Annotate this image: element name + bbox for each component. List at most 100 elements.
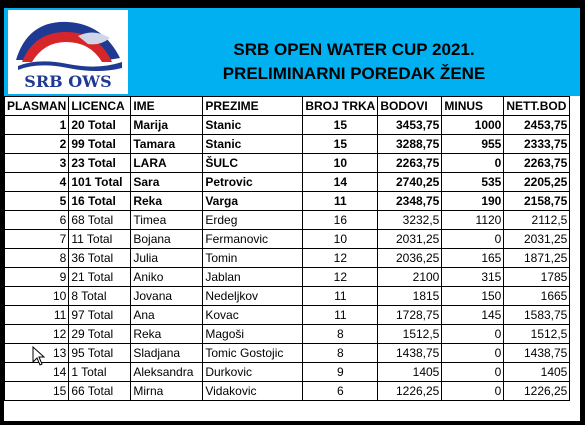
cell-minus[interactable]: 0 [441, 381, 505, 401]
cell-plasman[interactable]: 6 [4, 210, 70, 230]
cell-nett-bod[interactable]: 2333,75 [503, 134, 571, 154]
cell-licenca[interactable]: 68 Total [68, 210, 132, 230]
cell-ime[interactable]: Marija [130, 115, 204, 135]
cell-ime[interactable]: Reka [130, 324, 204, 344]
cell-plasman[interactable]: 8 [4, 248, 70, 268]
col-header-plasman[interactable]: PLASMAN [4, 96, 70, 116]
cell-broj-trka[interactable]: 8 [302, 343, 379, 363]
cell-nett-bod[interactable]: 1438,75 [503, 343, 571, 363]
cell-bodovi[interactable]: 2263,75 [377, 153, 443, 173]
cell-broj-trka[interactable]: 11 [302, 286, 379, 306]
cell-bodovi[interactable]: 2031,25 [377, 229, 443, 249]
cell-bodovi[interactable]: 3453,75 [377, 115, 443, 135]
cell-nett-bod[interactable]: 2205,25 [503, 172, 571, 192]
cell-broj-trka[interactable]: 11 [302, 191, 379, 211]
cell-licenca[interactable]: 66 Total [68, 381, 132, 401]
cell-plasman[interactable]: 10 [4, 286, 70, 306]
cell-prezime[interactable]: Vidakovic [202, 381, 304, 401]
cell-prezime[interactable]: Nedeljkov [202, 286, 304, 306]
cell-nett-bod[interactable]: 1405 [503, 362, 571, 382]
cell-licenca[interactable]: 11 Total [68, 229, 132, 249]
cell-nett-bod[interactable]: 2158,75 [503, 191, 571, 211]
cell-minus[interactable]: 1000 [441, 115, 505, 135]
cell-prezime[interactable]: ŠULC [202, 153, 304, 173]
cell-licenca[interactable]: 21 Total [68, 267, 132, 287]
cell-bodovi[interactable]: 2348,75 [377, 191, 443, 211]
cell-minus[interactable]: 0 [441, 153, 505, 173]
col-header-minus[interactable]: MINUS [441, 96, 505, 116]
cell-nett-bod[interactable]: 2453,75 [503, 115, 571, 135]
cell-minus[interactable]: 0 [441, 343, 505, 363]
cell-broj-trka[interactable]: 14 [302, 172, 379, 192]
cell-broj-trka[interactable]: 10 [302, 229, 379, 249]
cell-bodovi[interactable]: 1512,5 [377, 324, 443, 344]
cell-ime[interactable]: Aniko [130, 267, 204, 287]
cell-minus[interactable]: 150 [441, 286, 505, 306]
cell-minus[interactable]: 315 [441, 267, 505, 287]
cell-nett-bod[interactable]: 2263,75 [503, 153, 571, 173]
cell-broj-trka[interactable]: 10 [302, 153, 379, 173]
cell-ime[interactable]: Jovana [130, 286, 204, 306]
cell-broj-trka[interactable]: 11 [302, 305, 379, 325]
cell-licenca[interactable]: 97 Total [68, 305, 132, 325]
cell-licenca[interactable]: 23 Total [68, 153, 132, 173]
cell-prezime[interactable]: Kovac [202, 305, 304, 325]
cell-licenca[interactable]: 16 Total [68, 191, 132, 211]
cell-prezime[interactable]: Stanic [202, 134, 304, 154]
cell-minus[interactable]: 0 [441, 362, 505, 382]
cell-ime[interactable]: Aleksandra [130, 362, 204, 382]
cell-licenca[interactable]: 8 Total [68, 286, 132, 306]
cell-broj-trka[interactable]: 12 [302, 248, 379, 268]
cell-broj-trka[interactable]: 8 [302, 324, 379, 344]
col-header-prezime[interactable]: PREZIME [202, 96, 304, 116]
cell-ime[interactable]: Reka [130, 191, 204, 211]
cell-broj-trka[interactable]: 15 [302, 115, 379, 135]
cell-licenca[interactable]: 95 Total [68, 343, 132, 363]
cell-broj-trka[interactable]: 6 [302, 381, 379, 401]
cell-nett-bod[interactable]: 2112,5 [503, 210, 571, 230]
cell-plasman[interactable]: 4 [4, 172, 70, 192]
cell-minus[interactable]: 165 [441, 248, 505, 268]
cell-minus[interactable]: 0 [441, 229, 505, 249]
col-header-bodovi[interactable]: BODOVI [377, 96, 443, 116]
cell-bodovi[interactable]: 1438,75 [377, 343, 443, 363]
cell-plasman[interactable]: 15 [4, 381, 70, 401]
cell-bodovi[interactable]: 2100 [377, 267, 443, 287]
cell-nett-bod[interactable]: 1785 [503, 267, 571, 287]
cell-ime[interactable]: Bojana [130, 229, 204, 249]
col-header-ime[interactable]: IME [130, 96, 204, 116]
cell-plasman[interactable]: 5 [4, 191, 70, 211]
cell-bodovi[interactable]: 3288,75 [377, 134, 443, 154]
col-header-licenca[interactable]: LICENCA [68, 96, 132, 116]
cell-broj-trka[interactable]: 9 [302, 362, 379, 382]
cell-bodovi[interactable]: 1226,25 [377, 381, 443, 401]
cell-licenca[interactable]: 99 Total [68, 134, 132, 154]
cell-plasman[interactable]: 11 [4, 305, 70, 325]
col-header-nett-bod[interactable]: NETT.BOD [503, 96, 571, 116]
cell-nett-bod[interactable]: 1665 [503, 286, 571, 306]
cell-prezime[interactable]: Jablan [202, 267, 304, 287]
cell-minus[interactable]: 0 [441, 324, 505, 344]
cell-prezime[interactable]: Petrovic [202, 172, 304, 192]
cell-ime[interactable]: Mirna [130, 381, 204, 401]
cell-bodovi[interactable]: 1405 [377, 362, 443, 382]
cell-plasman[interactable]: 2 [4, 134, 70, 154]
col-header-broj-trka[interactable]: BROJ TRKA [302, 96, 379, 116]
cell-ime[interactable]: Sladjana [130, 343, 204, 363]
cell-nett-bod[interactable]: 1512,5 [503, 324, 571, 344]
cell-ime[interactable]: Sara [130, 172, 204, 192]
cell-broj-trka[interactable]: 16 [302, 210, 379, 230]
cell-minus[interactable]: 190 [441, 191, 505, 211]
cell-prezime[interactable]: Erdeg [202, 210, 304, 230]
cell-ime[interactable]: Tamara [130, 134, 204, 154]
cell-broj-trka[interactable]: 12 [302, 267, 379, 287]
cell-prezime[interactable]: Fermanovic [202, 229, 304, 249]
cell-prezime[interactable]: Stanic [202, 115, 304, 135]
cell-broj-trka[interactable]: 15 [302, 134, 379, 154]
cell-prezime[interactable]: Tomic Gostojic [202, 343, 304, 363]
cell-prezime[interactable]: Tomin [202, 248, 304, 268]
cell-ime[interactable]: Julia [130, 248, 204, 268]
cell-bodovi[interactable]: 2740,25 [377, 172, 443, 192]
cell-bodovi[interactable]: 1815 [377, 286, 443, 306]
cell-prezime[interactable]: Magoši [202, 324, 304, 344]
